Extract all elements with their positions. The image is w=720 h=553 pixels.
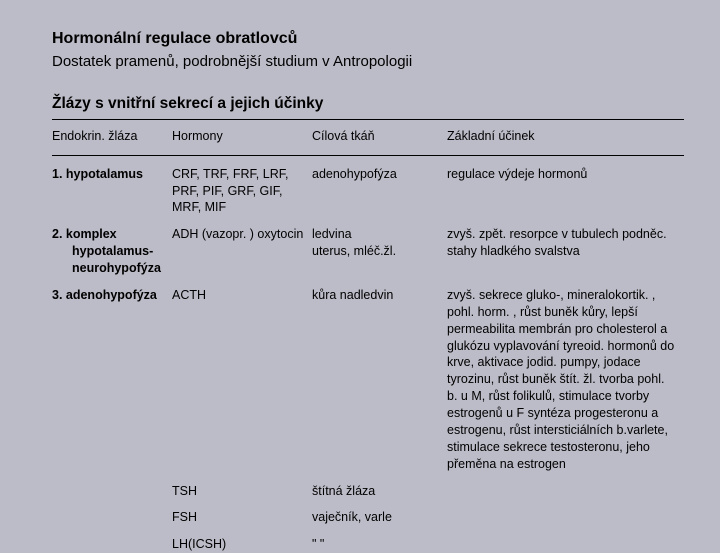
cell-target: adenohypofýza	[312, 156, 447, 217]
cell-gland: 2. komplexhypotalamus-neurohypofýza	[52, 216, 172, 277]
table-row: 3. adenohypofýzaACTHkůra nadledvinzvyš. …	[52, 277, 684, 473]
col-header-target: Cílová tkáň	[312, 120, 447, 151]
table-header-row: Endokrin. žláza Hormony Cílová tkáň Zákl…	[52, 120, 684, 151]
cell-gland	[52, 499, 172, 526]
cell-gland: 3. adenohypofýza	[52, 277, 172, 473]
page-subtitle: Dostatek pramenů, podrobnější studium v …	[52, 52, 684, 72]
section-heading: Žlázy s vnitřní sekrecí a jejich účinky	[52, 94, 684, 115]
cell-gland	[52, 473, 172, 500]
cell-target: vaječník, varle	[312, 499, 447, 526]
cell-effect: zvyš. sekrece gluko-, mineralokortik. , …	[447, 277, 684, 473]
cell-gland: 1. hypotalamus	[52, 156, 172, 217]
table-row: FSHvaječník, varle	[52, 499, 684, 526]
cell-effect	[447, 499, 684, 526]
cell-effect: zvyš. zpět. resorpce v tubulech podněc. …	[447, 216, 684, 277]
hormone-table: Endokrin. žláza Hormony Cílová tkáň Zákl…	[52, 120, 684, 151]
cell-target: kůra nadledvin	[312, 277, 447, 473]
cell-target: ledvina uterus, mléč.žl.	[312, 216, 447, 277]
hormone-table-body: 1. hypotalamusCRF, TRF, FRF, LRF, PRF, P…	[52, 156, 684, 553]
table-row: TSHštítná žláza	[52, 473, 684, 500]
cell-hormones: TSH	[172, 473, 312, 500]
table-row: 1. hypotalamusCRF, TRF, FRF, LRF, PRF, P…	[52, 156, 684, 217]
col-header-gland: Endokrin. žláza	[52, 120, 172, 151]
col-header-effect: Základní účinek	[447, 120, 684, 151]
cell-target: štítná žláza	[312, 473, 447, 500]
cell-hormones: ADH (vazopr. ) oxytocin	[172, 216, 312, 277]
cell-hormones: FSH	[172, 499, 312, 526]
col-header-hormones: Hormony	[172, 120, 312, 151]
cell-hormones: ACTH	[172, 277, 312, 473]
cell-hormones: CRF, TRF, FRF, LRF, PRF, PIF, GRF, GIF, …	[172, 156, 312, 217]
page-title: Hormonální regulace obratlovců	[52, 28, 684, 50]
table-row: 2. komplexhypotalamus-neurohypofýzaADH (…	[52, 216, 684, 277]
cell-effect	[447, 473, 684, 500]
cell-effect: regulace výdeje hormonů	[447, 156, 684, 217]
